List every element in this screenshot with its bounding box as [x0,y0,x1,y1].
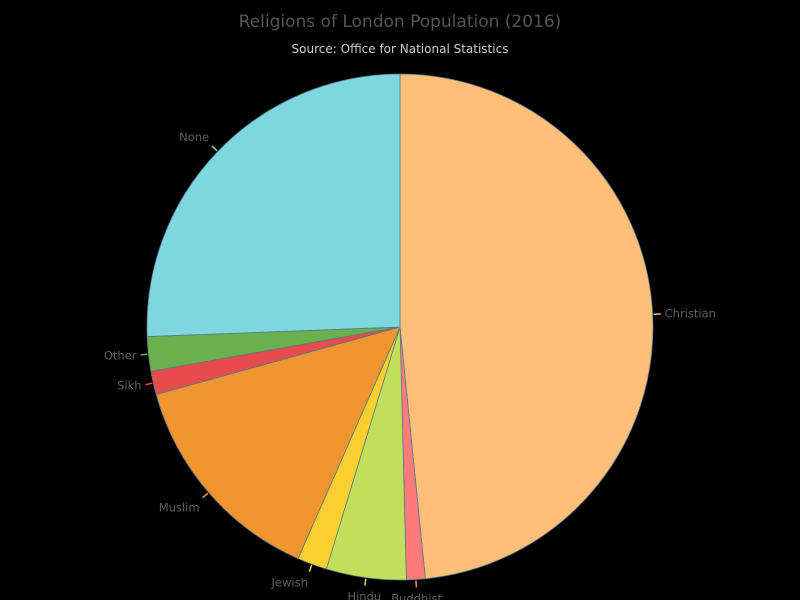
pie-connector-muslim [202,492,209,499]
chart-subtitle: Source: Office for National Statistics [292,42,509,56]
pie-connector-other [140,353,148,356]
pie-label-sikh: Sikh [117,379,141,393]
pie-label-hindu: Hindu [347,590,381,600]
pie-connector-none [211,145,218,152]
pie-label-buddhist: Buddhist [391,591,442,600]
pie-slice-christian[interactable] [399,73,654,580]
pie-label-jewish: Jewish [271,575,308,589]
pie-label-christian: Christian [665,307,716,321]
pie-label-none: None [179,130,209,144]
pie-labels: Christian Buddhist Hindu Jewish Muslim Sikh Ot… [104,130,716,600]
pie-connector-hindu [364,578,367,586]
pie-slice-none[interactable] [146,73,401,337]
pie-connector-sikh [145,382,153,386]
pie-slice-muslim[interactable] [155,326,401,560]
pie-label-muslim: Muslim [159,500,200,514]
pie-connector-jewish [308,564,313,572]
pie-slices [146,73,654,581]
pie-label-other: Other [104,348,137,362]
chart-title: Religions of London Population (2016) [239,12,562,32]
